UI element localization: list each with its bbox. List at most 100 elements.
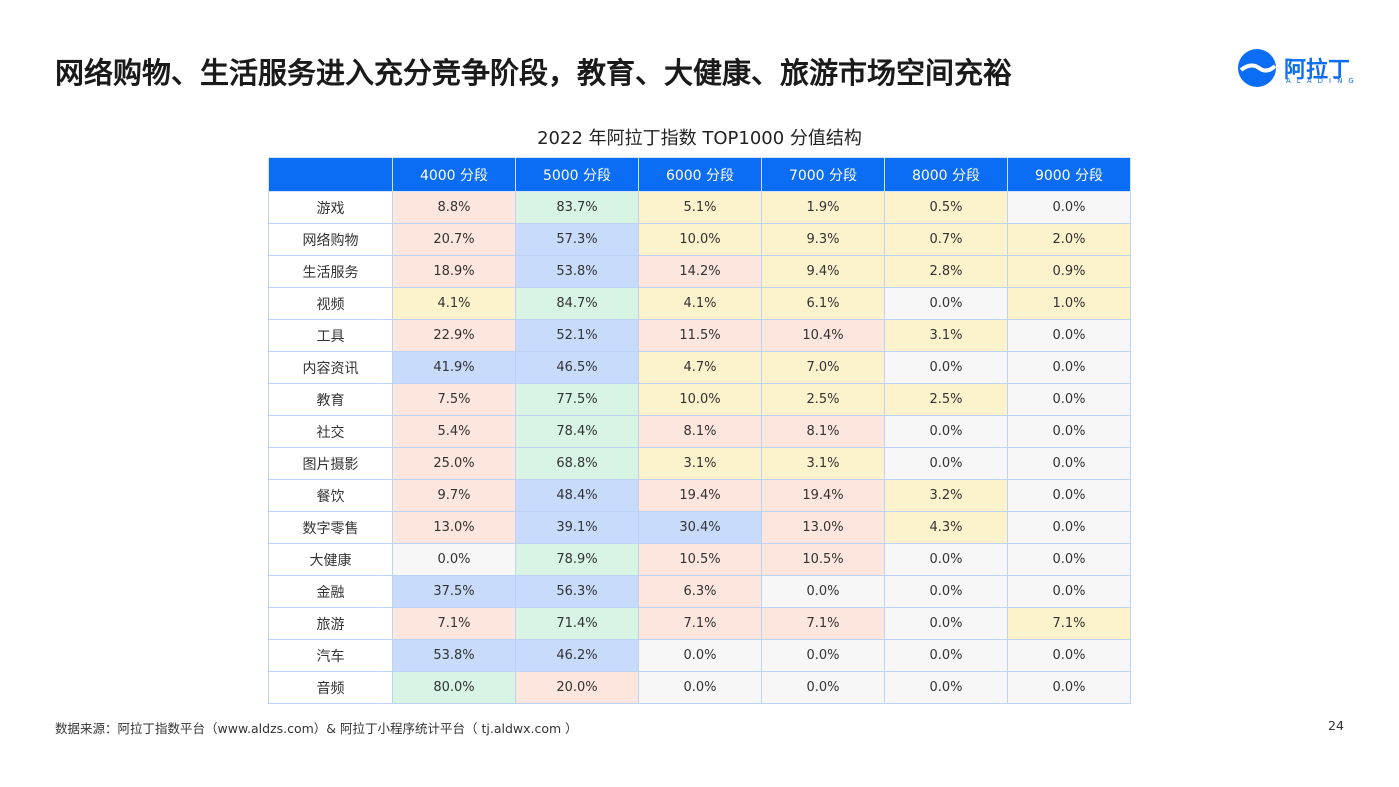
table-cell: 7.1% [638,607,762,640]
table-cell: 46.2% [515,639,639,672]
table-cell: 9.4% [761,255,885,288]
table-cell: 1.0% [1007,287,1131,320]
table-row: 内容资讯 41.9% 46.5% 4.7% 7.0% 0.0% 0.0% [268,351,1131,384]
table-cell: 10.5% [638,543,762,576]
table-cell: 48.4% [515,479,639,512]
table-cell: 0.0% [761,671,885,704]
row-label: 教育 [268,383,393,416]
row-label: 金融 [268,575,393,608]
table-cell: 0.0% [1007,319,1131,352]
table-cell: 13.0% [392,511,516,544]
table-cell: 46.5% [515,351,639,384]
table-cell: 7.1% [392,607,516,640]
table-cell: 7.1% [761,607,885,640]
table-cell: 2.5% [761,383,885,416]
table-cell: 10.5% [761,543,885,576]
row-label: 视频 [268,287,393,320]
table-cell: 13.0% [761,511,885,544]
table-cell: 0.0% [884,447,1008,480]
page-number: 24 [1328,718,1344,733]
table-cell: 80.0% [392,671,516,704]
table-cell: 0.0% [1007,447,1131,480]
column-header: 5000 分段 [515,157,639,192]
table-row: 游戏 8.8% 83.7% 5.1% 1.9% 0.5% 0.0% [268,191,1131,224]
table-cell: 0.0% [884,639,1008,672]
table-cell: 0.5% [884,191,1008,224]
table-cell: 84.7% [515,287,639,320]
table-cell: 71.4% [515,607,639,640]
table-cell: 3.1% [884,319,1008,352]
logo-icon [1238,49,1277,87]
table-cell: 7.0% [761,351,885,384]
table-cell: 0.0% [761,639,885,672]
table-cell: 22.9% [392,319,516,352]
table-cell: 78.4% [515,415,639,448]
slide-title: 网络购物、生活服务进入充分竞争阶段，教育、大健康、旅游市场空间充裕 [55,56,1013,90]
table-cell: 52.1% [515,319,639,352]
table-cell: 6.1% [761,287,885,320]
table-row: 教育 7.5% 77.5% 10.0% 2.5% 2.5% 0.0% [268,383,1131,416]
row-label: 游戏 [268,191,393,224]
table-cell: 0.0% [1007,543,1131,576]
table-row: 餐饮 9.7% 48.4% 19.4% 19.4% 3.2% 0.0% [268,479,1131,512]
table-cell: 9.3% [761,223,885,256]
table-row: 网络购物 20.7% 57.3% 10.0% 9.3% 0.7% 2.0% [268,223,1131,256]
table-cell: 0.0% [884,287,1008,320]
table-cell: 0.0% [1007,511,1131,544]
table-cell: 0.9% [1007,255,1131,288]
table-row: 汽车 53.8% 46.2% 0.0% 0.0% 0.0% 0.0% [268,639,1131,672]
row-label: 社交 [268,415,393,448]
column-header: 7000 分段 [761,157,885,192]
table-cell: 53.8% [392,639,516,672]
row-label: 数字零售 [268,511,393,544]
column-header: 8000 分段 [884,157,1008,192]
table-cell: 0.0% [884,575,1008,608]
table-cell: 53.8% [515,255,639,288]
table-cell: 8.8% [392,191,516,224]
row-label: 餐饮 [268,479,393,512]
table-cell: 7.5% [392,383,516,416]
table-row: 社交 5.4% 78.4% 8.1% 8.1% 0.0% 0.0% [268,415,1131,448]
table-cell: 0.0% [1007,479,1131,512]
table-cell: 10.4% [761,319,885,352]
table-cell: 0.0% [1007,671,1131,704]
table-cell: 20.7% [392,223,516,256]
table-cell: 39.1% [515,511,639,544]
logo-subtext: ALADING [1286,77,1360,85]
row-label: 生活服务 [268,255,393,288]
table-cell: 25.0% [392,447,516,480]
table-cell: 56.3% [515,575,639,608]
table-cell: 30.4% [638,511,762,544]
table-title: 2022 年阿拉丁指数 TOP1000 分值结构 [537,128,862,149]
table-cell: 8.1% [761,415,885,448]
row-label: 音频 [268,671,393,704]
table-cell: 4.1% [392,287,516,320]
table-cell: 4.3% [884,511,1008,544]
table-cell: 0.0% [884,415,1008,448]
table-cell: 6.3% [638,575,762,608]
table-row: 旅游 7.1% 71.4% 7.1% 7.1% 0.0% 7.1% [268,607,1131,640]
row-label: 工具 [268,319,393,352]
table-cell: 0.0% [1007,575,1131,608]
table-cell: 0.0% [638,671,762,704]
table-cell: 83.7% [515,191,639,224]
row-label: 旅游 [268,607,393,640]
table-cell: 2.8% [884,255,1008,288]
column-header [268,157,393,192]
table-cell: 0.0% [884,671,1008,704]
table-row: 音频 80.0% 20.0% 0.0% 0.0% 0.0% 0.0% [268,671,1131,704]
table-cell: 11.5% [638,319,762,352]
table-cell: 0.0% [1007,639,1131,672]
table-cell: 2.0% [1007,223,1131,256]
table-cell: 4.1% [638,287,762,320]
table-cell: 0.0% [1007,415,1131,448]
score-table: 4000 分段 5000 分段 6000 分段 7000 分段 8000 分段 9000 … [268,157,1131,704]
table-cell: 19.4% [638,479,762,512]
table-cell: 10.0% [638,223,762,256]
table-cell: 3.2% [884,479,1008,512]
table-cell: 5.1% [638,191,762,224]
row-label: 内容资讯 [268,351,393,384]
table-cell: 37.5% [392,575,516,608]
row-label: 汽车 [268,639,393,672]
